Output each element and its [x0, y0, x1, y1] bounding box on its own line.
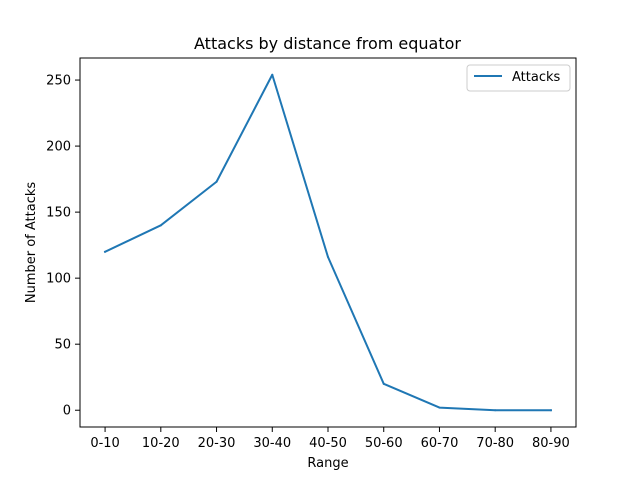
y-tick-label: 50	[54, 338, 71, 353]
series-group	[103, 73, 552, 412]
legend-box	[466, 64, 571, 92]
y-axis: 0 50 100 150 200 250	[46, 74, 80, 419]
data-point	[104, 250, 107, 253]
data-point	[159, 224, 162, 227]
data-point	[438, 406, 441, 409]
x-tick-label: 10-20	[142, 436, 180, 451]
x-tick-label: 40-50	[309, 436, 347, 451]
data-point	[215, 180, 218, 183]
x-tick-label: 30-40	[253, 436, 291, 451]
y-tick-label: 150	[46, 206, 71, 221]
data-point	[549, 409, 552, 412]
x-tick-label: 80-90	[532, 436, 570, 451]
data-point	[327, 256, 329, 259]
x-tick-label: 70-80	[476, 436, 514, 451]
x-axis-label: Range	[307, 456, 348, 471]
y-tick-label: 100	[46, 272, 71, 287]
legend: Attacks	[466, 64, 571, 92]
data-point	[494, 409, 497, 412]
x-tick-label: 50-60	[365, 436, 403, 451]
plot-area: 0-10 10-20 20-30 30-40 40-50 50-60 60-70 70-80 8…	[46, 57, 577, 451]
y-tick-label: 200	[46, 140, 71, 155]
x-tick-label: 20-30	[198, 436, 236, 451]
chart-title: Attacks by distance from equator	[194, 34, 461, 53]
legend-label-attacks: Attacks	[512, 70, 561, 85]
x-axis: 0-10 10-20 20-30 30-40 40-50 50-60 60-70 70-80 8…	[90, 427, 570, 451]
y-tick-label: 250	[46, 74, 71, 89]
x-tick-label: 0-10	[90, 436, 120, 451]
plot-frame	[79, 57, 577, 428]
x-tick-label: 60-70	[421, 436, 459, 451]
y-tick-label: 0	[63, 404, 71, 419]
data-point	[271, 73, 274, 76]
data-point	[382, 382, 385, 385]
y-axis-label: Number of Attacks	[24, 182, 39, 304]
